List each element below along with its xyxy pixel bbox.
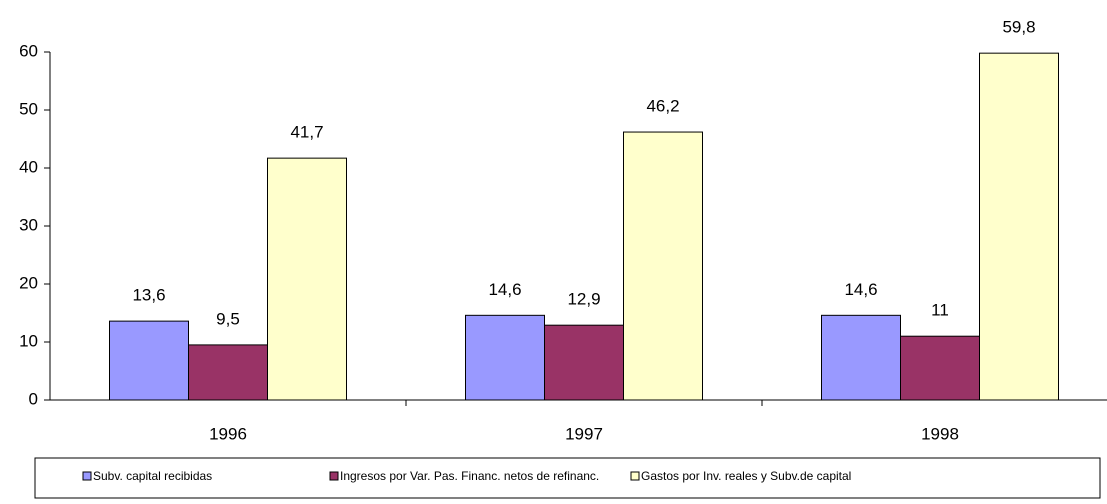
bar — [465, 314, 545, 401]
y-tick-label: 60 — [19, 41, 38, 60]
legend-swatch — [630, 471, 640, 481]
legend-box — [34, 457, 1101, 499]
value-label: 13,6 — [132, 286, 165, 305]
bar — [979, 52, 1059, 401]
legend-swatch — [329, 471, 339, 481]
x-tick-label: 1998 — [921, 424, 959, 443]
bar — [821, 314, 901, 401]
x-tick-label: 1997 — [565, 424, 603, 443]
y-tick-label: 20 — [19, 273, 38, 292]
bar — [623, 131, 703, 401]
bar — [188, 344, 268, 401]
y-tick-label: 40 — [19, 157, 38, 176]
legend-swatch — [82, 471, 92, 481]
legend-text: Gastos por Inv. reales y Subv.de capital — [641, 469, 851, 483]
bar — [109, 320, 189, 401]
value-label: 46,2 — [646, 97, 679, 116]
y-tick-label: 30 — [19, 215, 38, 234]
value-label: 41,7 — [290, 123, 323, 142]
bar — [267, 157, 347, 401]
value-label: 14,6 — [488, 280, 521, 299]
legend-text: Ingresos por Var. Pas. Financ. netos de … — [340, 469, 599, 483]
y-tick-label: 0 — [29, 389, 38, 408]
value-label: 14,6 — [844, 280, 877, 299]
y-tick-label: 50 — [19, 99, 38, 118]
bar — [900, 335, 980, 401]
x-tick-label: 1996 — [209, 424, 247, 443]
y-tick-label: 10 — [19, 331, 38, 350]
value-label: 59,8 — [1002, 18, 1035, 37]
bar — [544, 324, 624, 401]
legend-text: Subv. capital recibidas — [93, 469, 212, 483]
value-label: 11 — [931, 301, 949, 320]
value-label: 9,5 — [216, 309, 240, 328]
value-label: 12,9 — [567, 290, 600, 309]
